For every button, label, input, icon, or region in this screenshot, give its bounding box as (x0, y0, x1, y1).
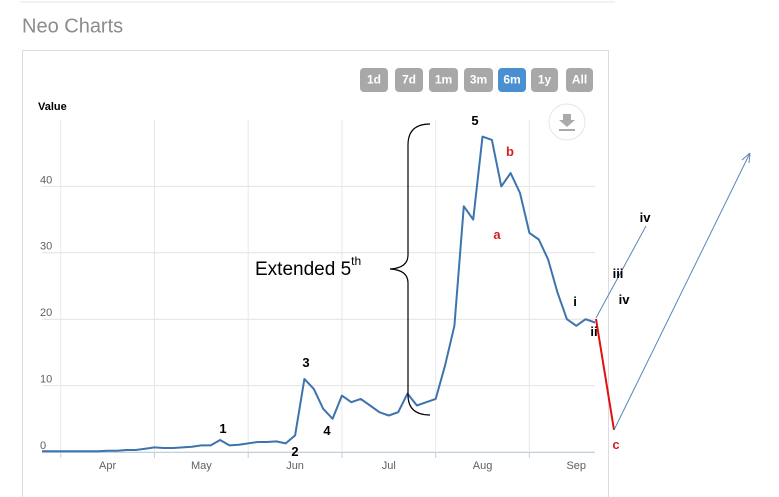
chart-frame (22, 50, 609, 497)
annotation: 5 (471, 113, 478, 128)
range-button-label[interactable]: 1y (538, 73, 552, 87)
annotation-text: c (612, 437, 619, 452)
annotation: 4 (323, 423, 331, 438)
x-tick-label: May (191, 460, 212, 472)
download-icon[interactable] (559, 114, 575, 131)
range-button-bg[interactable] (395, 68, 423, 92)
annotation-text: Extended 5 (255, 259, 351, 280)
annotation: c (612, 437, 619, 452)
y-tick-label: 20 (40, 307, 52, 319)
y-tick-label: 30 (40, 241, 52, 253)
brace (389, 123, 431, 416)
range-button-label[interactable]: All (572, 73, 587, 87)
annotation: b (506, 144, 514, 159)
range-button[interactable]: 7d (395, 68, 423, 92)
annotation-text: 1 (219, 421, 226, 436)
annotation: i (573, 294, 577, 309)
range-button[interactable]: 1m (429, 68, 458, 92)
range-button[interactable]: 1y (531, 68, 558, 92)
x-tick-label: Aug (473, 460, 493, 472)
download-button[interactable] (548, 103, 586, 141)
annotation-text: b (506, 144, 514, 159)
range-button[interactable]: 6m (498, 68, 526, 92)
annotation: ii (590, 324, 597, 339)
range-button-bg[interactable] (360, 68, 388, 92)
arrow-head (741, 152, 751, 164)
annotation: Extended 5th (255, 254, 361, 280)
annotation-text: ii (590, 324, 597, 339)
wave-line (595, 225, 647, 319)
annotation-text: 2 (291, 444, 298, 459)
annotation-text: i (573, 294, 577, 309)
page-title: Neo Charts (22, 15, 123, 37)
y-axis-label: Value (38, 101, 67, 113)
annotation: iv (640, 210, 652, 225)
annotation: iv (619, 292, 631, 307)
series-line (42, 135, 596, 453)
y-tick-label: 0 (40, 440, 46, 452)
range-button-bg[interactable] (498, 68, 526, 92)
range-button-bg[interactable] (566, 68, 593, 92)
annotation: a (493, 227, 501, 242)
range-button-label[interactable]: 7d (402, 73, 416, 87)
annotation-sup: th (351, 254, 361, 268)
range-button-bg[interactable] (464, 68, 493, 92)
range-button[interactable]: 3m (464, 68, 493, 92)
x-tick-label: Jun (286, 460, 304, 472)
annotation: 2 (291, 444, 298, 459)
annotation: 1 (219, 421, 226, 436)
annotation-text: 4 (323, 423, 331, 438)
projection-line (613, 152, 751, 431)
range-button-label[interactable]: 1d (367, 73, 381, 87)
annotation-text: iv (619, 292, 631, 307)
annotation: iii (613, 266, 624, 281)
y-tick-label: 40 (40, 174, 52, 186)
x-tick-label: Jul (382, 460, 396, 472)
annotation-text: 3 (302, 355, 309, 370)
annotation-text: 5 (471, 113, 478, 128)
range-button-label[interactable]: 6m (503, 73, 520, 87)
range-button-label[interactable]: 3m (470, 73, 487, 87)
range-buttons: 1d 7d 1m 3m 6m 1y All (360, 68, 593, 92)
y-tick-label: 10 (40, 374, 52, 386)
x-tick-label: Sep (566, 460, 586, 472)
wave-c-line (595, 318, 615, 431)
range-button-bg[interactable] (531, 68, 558, 92)
range-button-label[interactable]: 1m (435, 73, 452, 87)
annotation-text: iv (640, 210, 652, 225)
plot (42, 135, 596, 453)
range-button-bg[interactable] (429, 68, 458, 92)
annotation-text: iii (613, 266, 624, 281)
annotation-text: a (493, 227, 501, 242)
annotation: 3 (302, 355, 309, 370)
range-button[interactable]: 1d (360, 68, 388, 92)
x-tick-label: Apr (99, 460, 116, 472)
range-button[interactable]: All (566, 68, 593, 92)
